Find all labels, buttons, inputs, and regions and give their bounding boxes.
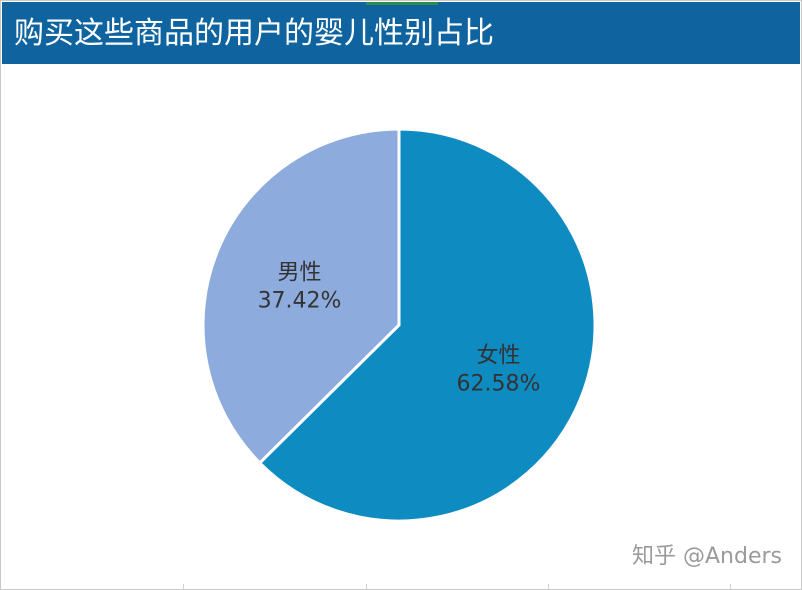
title-bar: 购买这些商品的用户的婴儿性别占比 — [2, 2, 800, 64]
pie-slice-0 — [258, 127, 597, 523]
slice-category-label: 女性 — [476, 344, 520, 369]
bottom-axis-ticks — [2, 584, 800, 590]
title-accent-line — [366, 2, 438, 5]
watermark: 知乎 @Anders — [632, 544, 782, 569]
slice-value-label: 62.58% — [457, 372, 541, 397]
slice-category-label: 男性 — [278, 260, 322, 285]
slice-value-label: 37.42% — [258, 288, 342, 313]
chart-title: 购买这些商品的用户的婴儿性别占比 — [14, 16, 494, 51]
pie-slice-1 — [201, 127, 401, 465]
